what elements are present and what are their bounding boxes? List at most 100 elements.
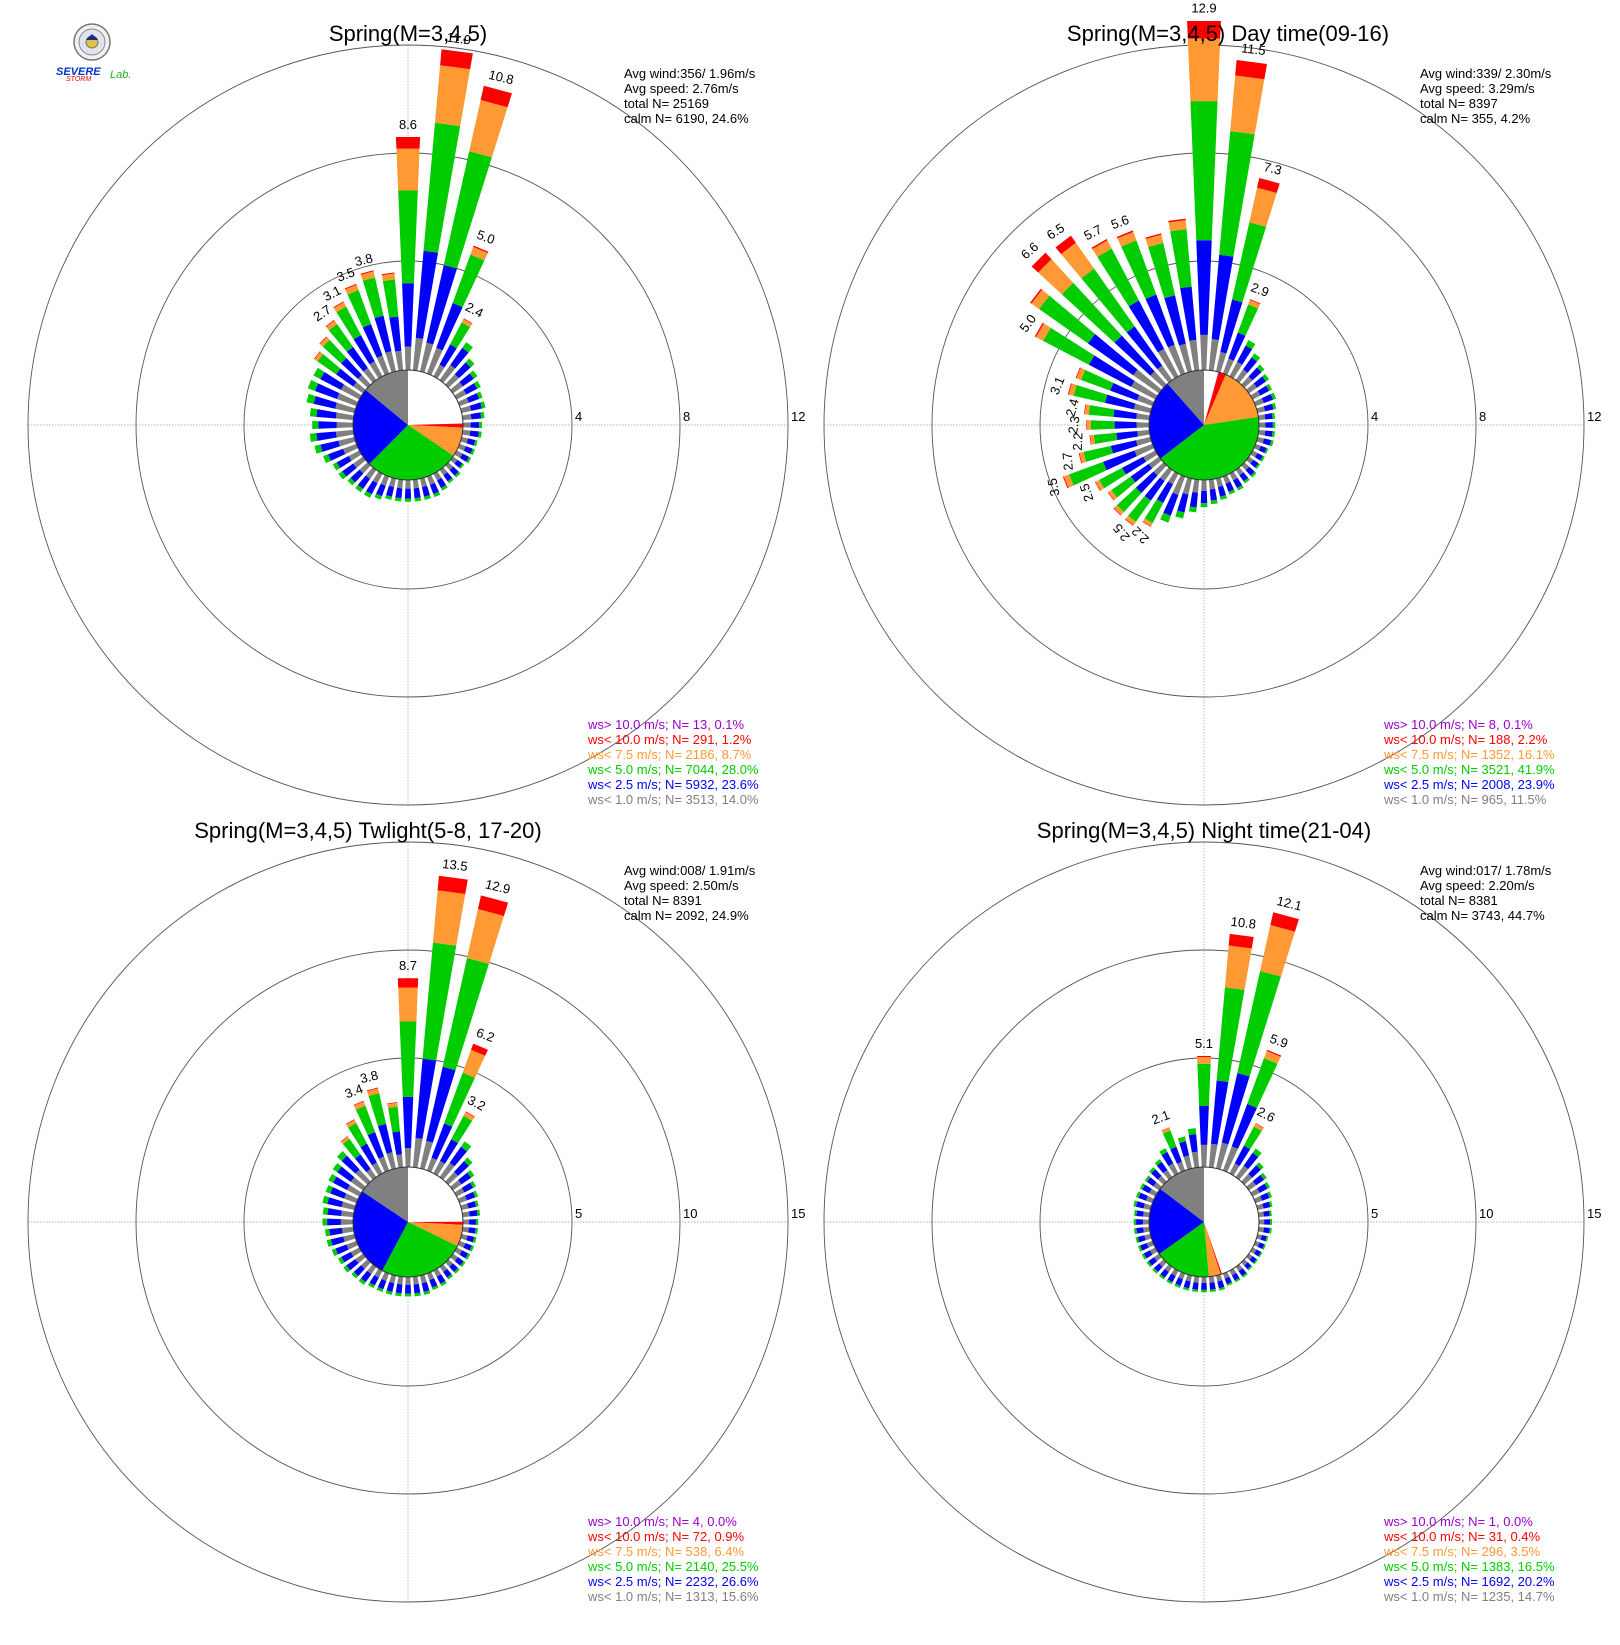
sector-segment bbox=[1234, 1145, 1251, 1166]
legend-entry: ws< 5.0 m/s; N= 2140, 25.5% bbox=[587, 1559, 759, 1574]
sector-segment bbox=[419, 477, 428, 488]
sector-segment bbox=[1208, 1276, 1215, 1283]
sector-segment bbox=[445, 1171, 459, 1185]
sector-segment bbox=[1241, 1259, 1248, 1266]
pie-slice bbox=[365, 370, 408, 425]
sector-bar bbox=[1200, 479, 1208, 508]
sector-bar bbox=[1113, 462, 1167, 516]
sector-segment bbox=[1249, 299, 1261, 305]
sector-value-label: 7.3 bbox=[1262, 159, 1283, 178]
sector-segment bbox=[1161, 1127, 1170, 1132]
sector-segment bbox=[1258, 422, 1266, 428]
sector-segment bbox=[360, 1143, 377, 1166]
sector-bar bbox=[306, 393, 356, 414]
sector-bar bbox=[419, 895, 509, 1170]
sector-segment bbox=[1200, 503, 1208, 508]
sector-bar bbox=[322, 1195, 356, 1211]
sector-segment bbox=[343, 1233, 356, 1242]
sector-bar bbox=[1208, 59, 1268, 371]
sector-segment bbox=[1104, 394, 1136, 410]
sector-segment bbox=[473, 245, 489, 253]
sector-segment bbox=[1243, 1152, 1259, 1170]
sector-segment bbox=[1239, 472, 1249, 482]
pie-outline bbox=[1148, 369, 1260, 481]
sector-segment bbox=[344, 1193, 359, 1204]
sector-segment bbox=[363, 367, 377, 383]
sector-segment bbox=[1172, 474, 1186, 496]
stats-line: total N= 8381 bbox=[1420, 893, 1498, 908]
sector-segment bbox=[1231, 1272, 1240, 1281]
sector-bar bbox=[1175, 477, 1193, 519]
sector-bar bbox=[1135, 1233, 1152, 1244]
sector-segment bbox=[389, 316, 402, 352]
legend-entry: ws> 10.0 m/s; N= 4, 0.0% bbox=[587, 1514, 737, 1529]
sector-segment bbox=[461, 1182, 474, 1193]
sector-segment bbox=[1229, 471, 1238, 481]
sector-segment bbox=[388, 477, 397, 488]
sector-segment bbox=[424, 495, 431, 500]
sector-value-label: 2.7 bbox=[1060, 452, 1076, 471]
sector-bar bbox=[1235, 353, 1261, 383]
sector-segment bbox=[1092, 240, 1112, 257]
sector-bar bbox=[1034, 322, 1158, 400]
sector-segment bbox=[1251, 353, 1261, 362]
sector-segment bbox=[392, 1131, 402, 1155]
sector-segment bbox=[395, 1283, 403, 1294]
sector-segment bbox=[1237, 970, 1281, 1077]
sector-segment bbox=[1094, 481, 1101, 491]
sector-segment bbox=[1166, 1279, 1173, 1285]
sector-segment bbox=[1260, 1234, 1267, 1242]
sector-segment bbox=[462, 414, 472, 421]
sector-segment bbox=[1069, 461, 1107, 486]
sector-segment bbox=[377, 1279, 387, 1290]
sector-segment bbox=[1217, 485, 1226, 497]
sector-segment bbox=[454, 1187, 465, 1197]
sector-bar bbox=[395, 1276, 404, 1297]
sector-value-label: 8.7 bbox=[399, 958, 417, 973]
sector-value-label: 10.8 bbox=[1230, 914, 1257, 932]
ring-label: 12 bbox=[1587, 409, 1601, 424]
sector-segment bbox=[1253, 1258, 1258, 1265]
sector-segment bbox=[1219, 131, 1255, 257]
sector-segment bbox=[1215, 351, 1227, 373]
sector-segment bbox=[366, 480, 378, 495]
sector-segment bbox=[1144, 477, 1165, 501]
legend-entry: ws< 10.0 m/s; N= 291, 1.2% bbox=[587, 732, 752, 747]
sector-bar bbox=[404, 479, 412, 502]
sector-segment bbox=[1243, 477, 1250, 484]
sector-segment bbox=[459, 463, 465, 470]
sector-segment bbox=[1148, 1257, 1158, 1266]
sector-segment bbox=[1136, 1210, 1144, 1217]
sector-segment bbox=[385, 495, 392, 500]
sector-segment bbox=[1250, 1188, 1260, 1197]
legend-entry: ws< 1.0 m/s; N= 965, 11.5% bbox=[1383, 792, 1547, 807]
legend-entry: ws< 7.5 m/s; N= 1352, 16.1% bbox=[1383, 747, 1555, 762]
sector-segment bbox=[378, 1156, 390, 1173]
sector-bar bbox=[1075, 367, 1155, 407]
sector-segment bbox=[412, 337, 424, 371]
sector-segment bbox=[1234, 1277, 1241, 1283]
sector-segment bbox=[396, 1154, 404, 1168]
sector-segment bbox=[1262, 438, 1272, 446]
sector-segment bbox=[1218, 1286, 1226, 1291]
sector-segment bbox=[426, 347, 443, 376]
sector-segment bbox=[454, 1247, 463, 1255]
sector-bar bbox=[439, 342, 473, 383]
sector-segment bbox=[470, 448, 476, 456]
sector-segment bbox=[1191, 1151, 1200, 1168]
pie-slice bbox=[1204, 371, 1226, 425]
sector-segment bbox=[1142, 518, 1153, 527]
legend-entry: ws< 2.5 m/s; N= 2008, 23.9% bbox=[1383, 777, 1555, 792]
sector-value-label: 12.9 bbox=[1191, 1, 1216, 16]
sector-segment bbox=[470, 1180, 477, 1188]
sector-segment bbox=[402, 1096, 414, 1149]
sector-bar bbox=[387, 1102, 404, 1168]
sector-segment bbox=[376, 355, 390, 376]
svg-text:SEVERE: SEVERE bbox=[56, 66, 101, 78]
sector-segment bbox=[1237, 304, 1259, 336]
sector-segment bbox=[1113, 507, 1122, 516]
sector-segment bbox=[336, 422, 354, 428]
legend-entry: ws< 1.0 m/s; N= 3513, 14.0% bbox=[587, 792, 759, 807]
sector-bar bbox=[1215, 477, 1227, 500]
ring-label: 4 bbox=[575, 409, 582, 424]
